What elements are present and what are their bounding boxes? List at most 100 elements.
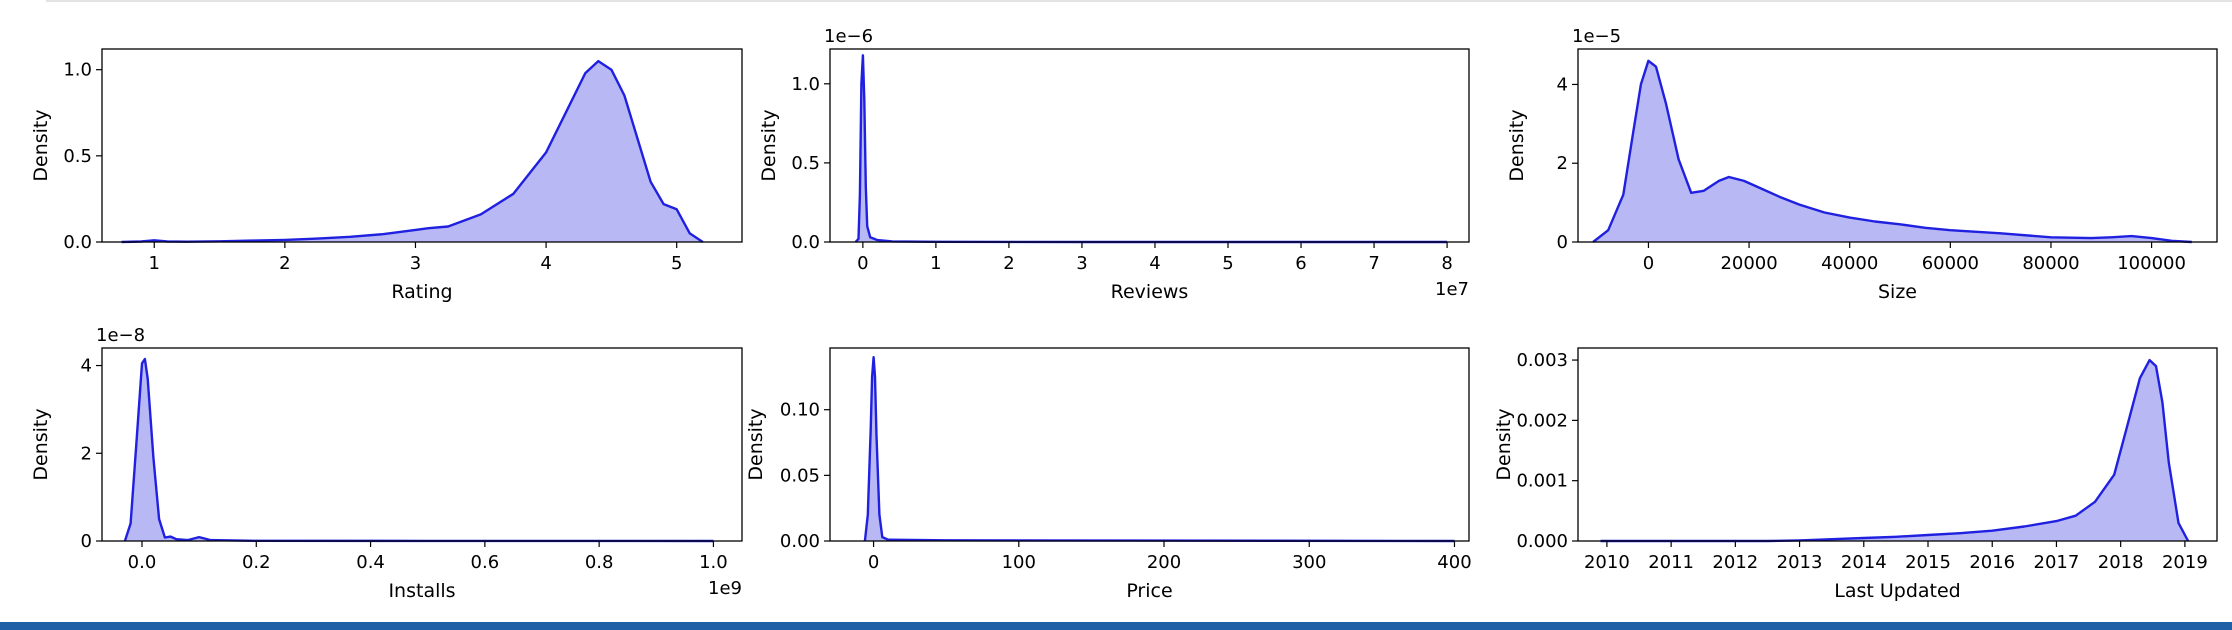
installs-y-tick-label: 0 <box>81 531 92 552</box>
panel-reviews: 0 1 2 3 4 5 6 7 8 0.0 0.5 1.0 Reviews Density 1e−6 1e7 <box>0 0 1500 310</box>
rating-x-tick-label: 5 <box>671 253 682 274</box>
installs-y-axis-label: Density <box>30 408 52 480</box>
installs-x-tick-label: 0.8 <box>585 552 614 573</box>
price-x-tick-label: 300 <box>1292 552 1326 573</box>
installs-x-tick-label: 0.0 <box>128 552 157 573</box>
reviews-y-offset-label: 1e−6 <box>824 26 873 47</box>
price-x-tick-label: 400 <box>1437 552 1471 573</box>
rating-x-tick-label: 4 <box>540 253 551 274</box>
reviews-y-tick-label: 1.0 <box>791 74 820 95</box>
installs-y-offset-label: 1e−8 <box>96 325 145 346</box>
rating-y-tick-label: 1.0 <box>63 60 92 81</box>
installs-y-tick-label: 2 <box>81 443 92 464</box>
reviews-x-tick-label: 5 <box>1222 253 1233 274</box>
installs-density-line <box>123 357 714 543</box>
rating-x-tick-label: 1 <box>149 253 160 274</box>
rating-y-axis-label: Density <box>30 109 52 181</box>
panel-installs: 0.0 0.2 0.4 0.6 0.8 1.0 0 2 4 Installs Density 1e−8… <box>0 0 760 620</box>
price-axes-frame <box>829 347 1470 542</box>
reviews-y-tick-label: 0.5 <box>791 153 820 174</box>
reviews-x-tick-label: 4 <box>1149 253 1160 274</box>
last-updated-x-tick-label: 2013 <box>1777 552 1823 573</box>
last-updated-x-tick-label: 2019 <box>2162 552 2208 573</box>
size-x-tick-label: 0 <box>1643 253 1654 274</box>
size-y-offset-label: 1e−5 <box>1572 26 1621 47</box>
installs-y-tick-label: 4 <box>81 356 92 377</box>
size-axes-frame <box>1577 48 2218 243</box>
size-y-tick-label: 2 <box>1557 153 1568 174</box>
top-border <box>46 0 2232 2</box>
price-x-tick-label: 200 <box>1147 552 1181 573</box>
reviews-y-axis-label: Density <box>758 109 780 181</box>
panel-size: 0 20000 40000 60000 80000 100000 0 2 4 Size Densit… <box>0 0 2232 310</box>
rating-x-tick-label: 2 <box>279 253 290 274</box>
rating-density-plot: 1 2 3 4 5 0.0 0.5 1.0 Rating Density <box>30 48 743 303</box>
last-updated-x-tick-label: 2011 <box>1648 552 1694 573</box>
last-updated-x-axis-label: Last Updated <box>1834 580 1961 602</box>
reviews-x-tick-label: 6 <box>1295 253 1306 274</box>
last-updated-density-line <box>1600 358 2190 543</box>
size-y-tick-label: 4 <box>1557 74 1568 95</box>
last-updated-x-tick-label: 2017 <box>2034 552 2080 573</box>
rating-y-tick-label: 0.0 <box>63 232 92 253</box>
last-updated-y-tick-label: 0.001 <box>1516 471 1568 492</box>
price-y-tick-label: 0.00 <box>780 531 820 552</box>
installs-x-offset-label: 1e9 <box>708 578 742 599</box>
reviews-x-tick-label: 7 <box>1368 253 1379 274</box>
panel-price: 0 100 200 300 400 0.00 0.05 0.10 Price Density <box>745 347 1472 602</box>
last-updated-x-tick-label: 2012 <box>1712 552 1758 573</box>
size-x-tick-label: 60000 <box>1922 253 1979 274</box>
last-updated-x-tick-label: 2015 <box>1905 552 1951 573</box>
price-x-axis-label: Price <box>1126 580 1172 602</box>
reviews-x-tick-label: 8 <box>1441 253 1452 274</box>
size-y-axis-label: Density <box>1506 109 1528 181</box>
reviews-x-tick-label: 1 <box>930 253 941 274</box>
price-y-axis-label: Density <box>745 408 767 480</box>
price-x-tick-label: 0 <box>868 552 879 573</box>
rating-density-area <box>121 61 703 242</box>
installs-x-axis-label: Installs <box>388 580 455 602</box>
size-x-axis-label: Size <box>1878 281 1917 303</box>
reviews-y-tick-label: 0.0 <box>791 232 820 253</box>
rating-axes-frame <box>101 48 743 243</box>
last-updated-x-tick-label: 2016 <box>1969 552 2015 573</box>
reviews-axes-frame <box>829 48 1470 243</box>
last-updated-y-tick-label: 0.003 <box>1516 350 1568 371</box>
panel-rating: 1 2 3 4 5 0.0 0.5 1.0 Rating Density <box>0 0 760 310</box>
last-updated-x-tick-label: 2010 <box>1584 552 1630 573</box>
price-density-plot: 0 100 200 300 400 0.00 0.05 0.10 Price Density <box>745 347 1472 602</box>
size-x-tick-label: 100000 <box>2117 253 2186 274</box>
rating-x-axis-label: Rating <box>391 281 452 303</box>
price-x-tick-label: 100 <box>1002 552 1036 573</box>
reviews-x-offset-label: 1e7 <box>1435 279 1469 300</box>
installs-x-tick-label: 1.0 <box>699 552 728 573</box>
installs-x-tick-label: 0.2 <box>242 552 271 573</box>
size-x-tick-label: 20000 <box>1720 253 1777 274</box>
reviews-x-tick-label: 3 <box>1076 253 1087 274</box>
installs-x-tick-label: 0.4 <box>356 552 385 573</box>
size-density-line <box>1592 59 2192 244</box>
price-density-line <box>863 356 1455 543</box>
last-updated-y-tick-label: 0.000 <box>1516 531 1568 552</box>
reviews-x-tick-label: 2 <box>1003 253 1014 274</box>
size-x-tick-label: 40000 <box>1821 253 1878 274</box>
last-updated-x-tick-label: 2018 <box>2098 552 2144 573</box>
size-density-area <box>1593 60 2192 242</box>
price-y-tick-label: 0.05 <box>780 465 820 486</box>
reviews-x-axis-label: Reviews <box>1111 281 1189 303</box>
price-y-tick-label: 0.10 <box>780 400 820 421</box>
bottom-border <box>0 622 2232 630</box>
last-updated-y-axis-label: Density <box>1493 408 1515 480</box>
last-updated-density-area <box>1600 360 2189 541</box>
reviews-x-tick-label: 0 <box>857 253 868 274</box>
rating-x-tick-label: 3 <box>410 253 421 274</box>
installs-axes-frame <box>101 347 743 542</box>
installs-x-tick-label: 0.6 <box>471 552 500 573</box>
size-x-tick-label: 80000 <box>2022 253 2079 274</box>
rating-y-tick-label: 0.5 <box>63 146 92 167</box>
size-density-plot: 0 20000 40000 60000 80000 100000 0 2 4 Size Densit… <box>1506 26 2218 303</box>
installs-density-plot: 0.0 0.2 0.4 0.6 0.8 1.0 0 2 4 Installs Density 1e−8… <box>30 325 743 602</box>
size-y-tick-label: 0 <box>1557 232 1568 253</box>
reviews-density-plot: 0 1 2 3 4 5 6 7 8 0.0 0.5 1.0 Reviews Density 1e−6 1e7 <box>758 26 1470 303</box>
